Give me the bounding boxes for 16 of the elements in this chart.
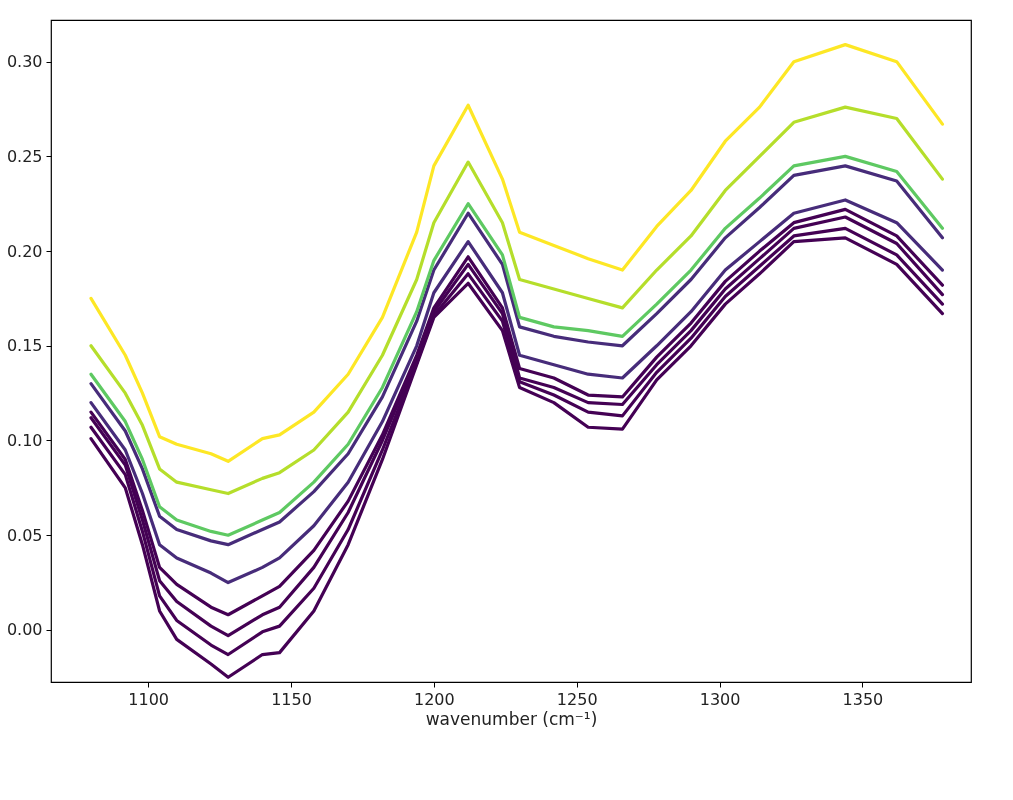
x-axis-title: wavenumber (cm⁻¹)	[425, 708, 598, 729]
y-tick-label: 0.20	[6, 241, 43, 261]
y-tick-label: 0.00	[6, 620, 43, 640]
line-series	[89, 43, 945, 463]
y-tick-label: 0.10	[6, 431, 43, 450]
x-tick-label: 1100	[128, 689, 169, 709]
x-tick-label: 1150	[271, 689, 312, 709]
line-series	[89, 105, 945, 496]
y-tick-label: 0.25	[6, 146, 43, 166]
x-tick-label: 1250	[556, 689, 598, 709]
y-tick-label: 0.30	[6, 52, 43, 72]
x-tick-label: 1300	[699, 689, 741, 709]
y-tick-label: 0.15	[6, 336, 43, 356]
y-tick-label: 0.05	[6, 525, 43, 545]
x-tick-label: 1350	[842, 689, 884, 709]
x-tick-label: 1200	[414, 689, 455, 709]
